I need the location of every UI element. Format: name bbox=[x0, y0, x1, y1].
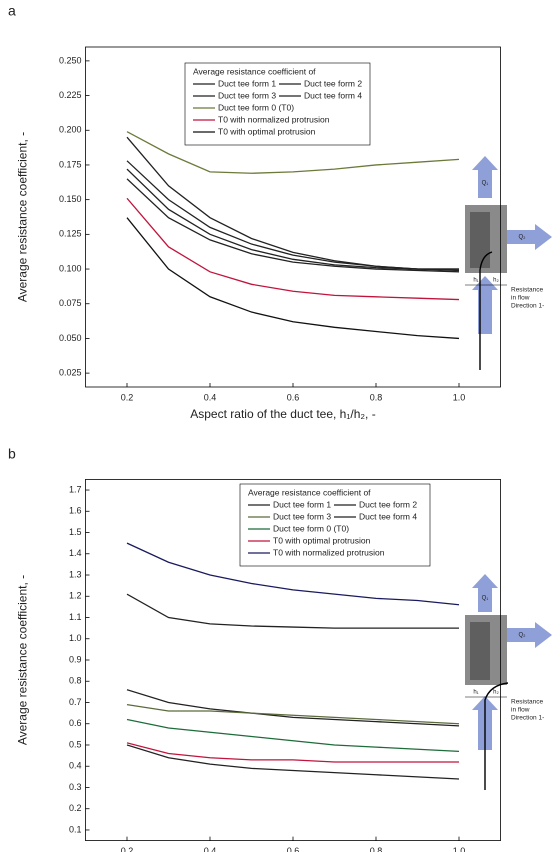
y-tick-label: 1.3 bbox=[69, 569, 82, 579]
legend-label: T0 with normalized protrusion bbox=[273, 547, 385, 557]
legend-label: Duct tee form 0 (T0) bbox=[218, 102, 294, 112]
legend-title: Average resistance coefficient of bbox=[193, 66, 316, 76]
inset-b bbox=[465, 574, 552, 790]
y-tick-label: 0.9 bbox=[69, 654, 82, 664]
annotation: Resistance bbox=[511, 287, 544, 294]
y-tick-label: 1.4 bbox=[69, 548, 82, 558]
y-tick-label: 0.175 bbox=[59, 159, 82, 169]
inset-label: h₂ bbox=[493, 278, 499, 284]
flow-arrow bbox=[472, 156, 498, 198]
y-tick-label: 0.1 bbox=[69, 824, 82, 834]
y-tick-label: 1.1 bbox=[69, 612, 82, 622]
annotation: in flow bbox=[511, 707, 530, 714]
legend-label: Duct tee form 2 bbox=[304, 78, 362, 88]
legend-title: Average resistance coefficient of bbox=[248, 487, 371, 497]
inset-label: h₁ bbox=[473, 278, 478, 284]
annotation: in flow bbox=[511, 295, 530, 302]
y-tick-label: 0.225 bbox=[59, 90, 82, 100]
y-tick-label: 0.250 bbox=[59, 55, 82, 65]
series-line bbox=[126, 593, 459, 629]
y-tick-label: 1.2 bbox=[69, 591, 82, 601]
series-line bbox=[126, 744, 460, 780]
series-line bbox=[126, 542, 460, 606]
y-tick-label: 0.200 bbox=[59, 125, 82, 135]
series-line bbox=[126, 689, 460, 727]
y-tick-label: 0.6 bbox=[69, 718, 82, 728]
series-line bbox=[126, 178, 460, 273]
x-tick-label: 1.0 bbox=[453, 846, 466, 852]
legend-label: T0 with optimal protrusion bbox=[273, 535, 371, 545]
legend-box bbox=[239, 483, 431, 567]
legend-label: Duct tee form 1 bbox=[218, 78, 276, 88]
legend-label: Duct tee form 3 bbox=[273, 511, 331, 521]
series-line bbox=[126, 168, 459, 270]
y-tick-label: 0.4 bbox=[69, 761, 82, 771]
inset-label: h₂ bbox=[493, 690, 499, 696]
y-tick-label: 0.8 bbox=[69, 676, 82, 686]
y-axis-label: Average resistance coefficient, - bbox=[16, 575, 30, 745]
inset-label: Q₁ bbox=[482, 181, 489, 187]
x-axis-label: Aspect ratio of the duct tee, h₁/h₂, - bbox=[190, 407, 375, 421]
y-tick-label: 0.100 bbox=[59, 263, 82, 273]
annotation: Direction 1- bbox=[511, 303, 544, 310]
y-tick-label: 0.125 bbox=[59, 229, 82, 239]
x-tick-label: 0.8 bbox=[370, 392, 383, 402]
legend-label: Duct tee form 2 bbox=[359, 499, 417, 509]
y-tick-label: 0.150 bbox=[59, 194, 82, 204]
y-tick-label: 0.2 bbox=[69, 803, 82, 813]
y-tick-label: 0.3 bbox=[69, 782, 82, 792]
x-tick-label: 0.4 bbox=[204, 846, 217, 852]
flow-arrow bbox=[505, 622, 552, 648]
flow-arrow bbox=[472, 276, 498, 334]
series-line bbox=[126, 718, 460, 753]
inset-label: Q₂ bbox=[519, 235, 527, 241]
x-tick-label: 1.0 bbox=[453, 392, 466, 402]
duct-photo bbox=[470, 622, 490, 680]
series-line bbox=[126, 703, 460, 725]
y-tick-label: 1.0 bbox=[69, 633, 82, 643]
y-tick-label: 0.7 bbox=[69, 697, 82, 707]
series-line bbox=[126, 131, 460, 174]
y-tick-label: 0.050 bbox=[59, 333, 82, 343]
y-tick-label: 0.5 bbox=[69, 739, 82, 749]
series-line bbox=[126, 217, 460, 340]
x-tick-label: 0.6 bbox=[287, 846, 300, 852]
panel-label: a bbox=[8, 3, 16, 19]
y-axis-label: Average resistance coefficient, - bbox=[16, 132, 30, 302]
legend-label: T0 with optimal protrusion bbox=[218, 126, 316, 136]
x-tick-label: 0.2 bbox=[121, 846, 134, 852]
legend-label: Duct tee form 3 bbox=[218, 90, 276, 100]
legend-label: Duct tee form 4 bbox=[359, 511, 417, 521]
inset-label: h₁ bbox=[473, 690, 478, 696]
legend-label: Duct tee form 1 bbox=[273, 499, 331, 509]
x-tick-label: 0.8 bbox=[370, 846, 383, 852]
flow-direction bbox=[484, 682, 509, 790]
legend-label: Duct tee form 4 bbox=[304, 90, 362, 100]
duct-photo bbox=[470, 212, 490, 268]
annotation: Direction 1- bbox=[511, 715, 544, 722]
y-tick-label: 1.5 bbox=[69, 527, 82, 537]
x-tick-label: 0.6 bbox=[287, 392, 300, 402]
series-line bbox=[126, 742, 459, 763]
y-tick-label: 0.025 bbox=[59, 367, 82, 377]
inset-label: Q₁ bbox=[482, 596, 489, 602]
series-line bbox=[126, 197, 460, 301]
inset-label: Q₂ bbox=[519, 633, 527, 639]
x-tick-label: 0.2 bbox=[121, 392, 134, 402]
flow-arrow bbox=[505, 224, 552, 250]
inset-a bbox=[465, 156, 552, 370]
panel-label: b bbox=[8, 446, 16, 462]
legend-label: Duct tee form 0 (T0) bbox=[273, 523, 349, 533]
flow-direction bbox=[479, 251, 493, 370]
x-tick-label: 0.4 bbox=[204, 392, 217, 402]
y-tick-label: 0.075 bbox=[59, 298, 82, 308]
legend-label: T0 with normalized protrusion bbox=[218, 114, 330, 124]
legend-box bbox=[184, 62, 371, 146]
y-tick-label: 1.6 bbox=[69, 506, 82, 516]
y-tick-label: 1.7 bbox=[69, 484, 82, 494]
flow-arrow bbox=[472, 574, 498, 612]
annotation: Resistance bbox=[511, 699, 544, 706]
